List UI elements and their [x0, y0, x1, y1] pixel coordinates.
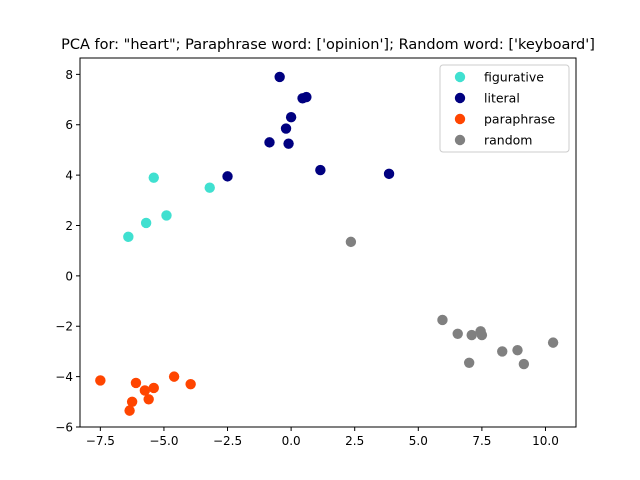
x-tick-label: 7.5 — [472, 434, 491, 448]
y-tick-label: −4 — [55, 370, 73, 384]
literal-point — [280, 123, 292, 134]
figurative-point — [123, 231, 134, 243]
x-axis-ticks: −7.5 −5.0 −2.5 0.0 2.5 5.0 7.5 10.0 — [86, 427, 559, 448]
legend-label-paraphrase: paraphrase — [484, 112, 556, 127]
literal-point — [285, 111, 297, 123]
x-tick-label: 2.5 — [345, 434, 364, 448]
legend-marker-paraphrase — [454, 113, 466, 125]
paraphrase-point — [130, 377, 142, 389]
random-point — [437, 314, 448, 326]
paraphrase-point — [148, 382, 159, 394]
legend-label-random: random — [484, 133, 532, 148]
literal-point — [264, 137, 275, 148]
paraphrase-point — [168, 371, 180, 382]
paraphrase-point — [143, 394, 154, 405]
literal-point — [315, 164, 326, 176]
legend-marker-random — [454, 134, 466, 146]
random-point — [497, 346, 508, 357]
literal-point — [274, 71, 285, 83]
y-tick-label: 8 — [65, 68, 73, 82]
random-point — [452, 328, 463, 340]
x-tick-label: 5.0 — [409, 434, 428, 448]
paraphrase-point — [126, 396, 138, 408]
legend: figurative literal paraphrase random — [439, 64, 570, 153]
paraphrase-point — [124, 405, 135, 416]
random-point — [547, 337, 559, 348]
paraphrase-point — [185, 378, 196, 390]
legend-box — [439, 64, 570, 153]
legend-marker-figurative — [454, 71, 466, 83]
y-tick-label: 6 — [65, 118, 73, 132]
y-tick-label: 2 — [65, 219, 73, 233]
plot-frame — [79, 57, 577, 428]
y-axis-ticks: −6 −4 −2 0 2 4 6 8 — [55, 68, 80, 435]
random-point — [345, 236, 357, 248]
legend-marker-literal — [454, 92, 466, 104]
data-points — [95, 71, 559, 416]
random-point — [476, 329, 488, 341]
figurative-point — [140, 217, 152, 229]
y-tick-label: −6 — [55, 421, 73, 435]
literal-point — [283, 138, 294, 149]
random-point — [466, 329, 477, 341]
y-tick-label: 4 — [65, 169, 73, 183]
x-tick-label: −2.5 — [213, 434, 242, 448]
x-tick-label: 0.0 — [282, 434, 301, 448]
y-tick-label: 0 — [65, 269, 73, 283]
figurative-point — [161, 210, 172, 221]
chart-title: PCA for: "heart"; Paraphrase word: ['opi… — [61, 37, 595, 53]
random-point — [518, 358, 530, 370]
x-tick-label: −5.0 — [149, 434, 178, 448]
random-point — [463, 357, 475, 368]
legend-label-figurative: figurative — [484, 70, 544, 85]
legend-label-literal: literal — [484, 91, 520, 106]
y-tick-label: −2 — [55, 320, 73, 334]
literal-point — [301, 91, 312, 103]
literal-point — [383, 168, 395, 180]
random-point — [512, 344, 523, 356]
x-tick-label: −7.5 — [86, 434, 115, 448]
x-tick-label: 10.0 — [532, 434, 559, 448]
paraphrase-point — [95, 375, 106, 386]
figurative-point — [148, 172, 159, 183]
literal-point — [222, 171, 233, 182]
figurative-point — [204, 182, 215, 193]
paraphrase-point — [139, 385, 151, 396]
